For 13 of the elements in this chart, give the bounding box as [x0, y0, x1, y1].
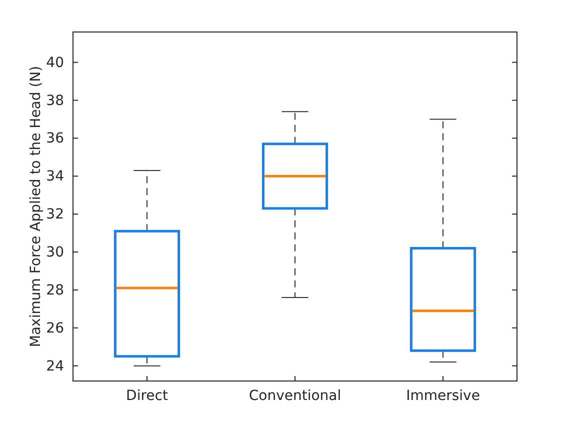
y-tick-label: 32: [46, 206, 64, 223]
y-tick-label: 34: [46, 168, 64, 185]
y-tick-label: 24: [46, 358, 64, 374]
y-axis-title: Maximum Force Applied to the Head (N): [28, 66, 44, 348]
y-tick-label: 28: [46, 282, 64, 298]
y-tick-label: 38: [46, 92, 64, 109]
y-tick-label: 40: [46, 54, 64, 71]
x-tick-label: Conventional: [248, 388, 342, 404]
y-tick-label: 26: [46, 320, 64, 336]
x-tick-label: Direct: [126, 388, 168, 404]
y-tick-label: 36: [46, 130, 64, 147]
x-tick-label: Immersive: [406, 388, 480, 404]
y-tick-label: 30: [46, 244, 64, 260]
